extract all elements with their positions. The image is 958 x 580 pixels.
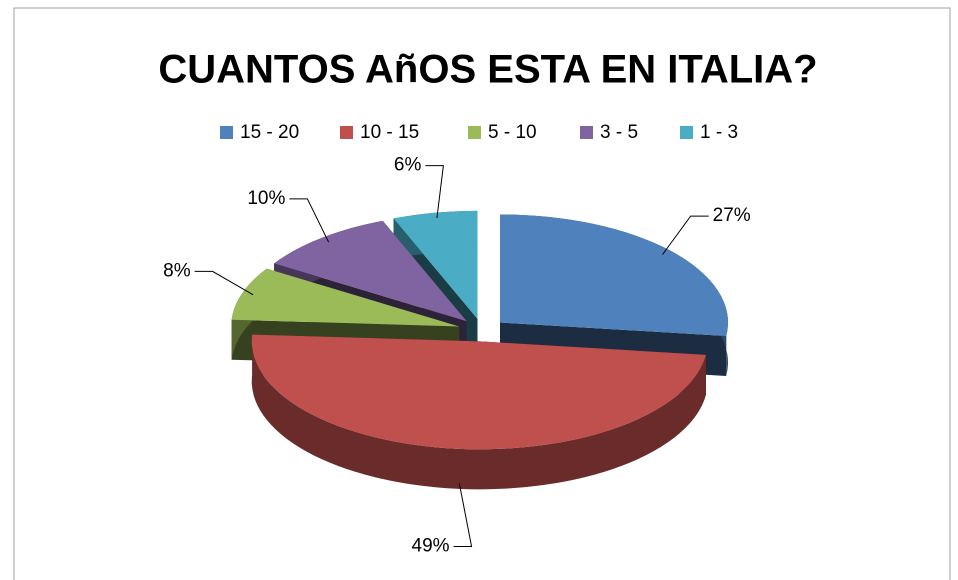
- data-label: 6%: [394, 155, 422, 176]
- leader-line: [453, 483, 473, 547]
- legend-swatch: [340, 126, 353, 139]
- slice-side: [251, 334, 706, 490]
- slice: [500, 214, 729, 337]
- legend-swatch: [220, 126, 233, 139]
- legend-label: 3 - 5: [600, 122, 638, 143]
- leader-line: [289, 198, 330, 243]
- legend-swatch: [680, 126, 693, 139]
- data-label: 8%: [163, 260, 191, 281]
- legend-swatch: [580, 126, 593, 139]
- legend-label: 1 - 3: [700, 122, 738, 143]
- slice: [393, 210, 478, 319]
- leader-line: [425, 165, 444, 219]
- leader-line: [194, 270, 254, 296]
- legend-label: 5 - 10: [488, 122, 537, 143]
- slice: [251, 334, 706, 450]
- legend-label: 15 - 20: [240, 122, 299, 143]
- slice: [274, 220, 467, 322]
- chart-frame: [13, 7, 951, 580]
- leader-line: [662, 215, 709, 255]
- chart-title: CUANTOS AñOS ESTA EN ITALIA?: [158, 48, 817, 92]
- legend-label: 10 - 15: [360, 122, 419, 143]
- legend-swatch: [468, 126, 481, 139]
- slice: [231, 268, 460, 327]
- data-label: 10%: [247, 188, 285, 209]
- data-label: 49%: [412, 535, 450, 556]
- data-label: 27%: [713, 205, 751, 226]
